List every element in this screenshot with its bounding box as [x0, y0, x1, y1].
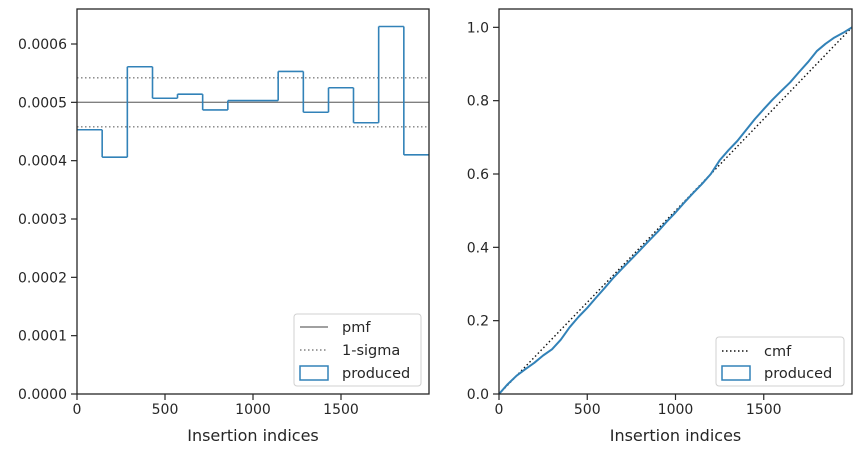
- y-tick-label-1: 0.0001: [18, 329, 67, 345]
- legend: pmf 1-sigma produced: [293, 313, 422, 387]
- y-tick-label-3: 0.0003: [18, 212, 67, 228]
- y-tick-label-3: 0.6: [467, 167, 489, 183]
- plot-area: [77, 25, 429, 158]
- x-tick-label-2: 1000: [235, 402, 271, 418]
- legend-patch-produced: [299, 365, 329, 381]
- legend-patch-produced: [721, 365, 751, 381]
- legend-label-1-sigma: 1-sigma: [342, 343, 400, 359]
- plot-area: [498, 26, 853, 395]
- x-tick-label-3: 1500: [323, 402, 359, 418]
- legend-label-pmf: pmf: [342, 320, 371, 336]
- y-tick-label-4: 0.0004: [18, 154, 67, 170]
- y-tick-label-0: 0.0000: [18, 387, 67, 403]
- legend-label-produced: produced: [342, 366, 410, 382]
- x-tick-label-0: 0: [495, 402, 504, 418]
- legend-entry-pmf: pmf: [300, 320, 371, 336]
- x-tick-label-2: 1000: [658, 402, 694, 418]
- axes-frame: [498, 8, 853, 395]
- histogram-panel: 0 500 1000 1500 0.0000 0.0001 0.0002 0.0003 0.00…: [18, 8, 430, 445]
- x-tick-label-3: 1500: [746, 402, 782, 418]
- x-tick-label-1: 500: [574, 402, 601, 418]
- y-tick-label-6: 0.0006: [18, 37, 67, 53]
- series-line-cmf: [498, 26, 853, 395]
- y-tick-label-5: 0.0005: [18, 95, 67, 111]
- y-tick-label-5: 1.0: [467, 20, 489, 36]
- legend-box: [293, 313, 422, 387]
- y-tick-label-4: 0.8: [467, 94, 489, 110]
- legend: cmf produced: [715, 336, 845, 387]
- legend-box: [715, 336, 845, 387]
- legend-label-produced: produced: [764, 366, 832, 382]
- x-axis-label: Insertion indices: [610, 426, 742, 445]
- x-axis-label: Insertion indices: [187, 426, 319, 445]
- y-tick-label-2: 0.4: [467, 240, 489, 256]
- x-tick-label-1: 500: [152, 402, 179, 418]
- cumulative-panel: 0 500 1000 1500 0.0 0.2 0.4 0.6 0.8 1.0 Insertion …: [467, 8, 853, 445]
- legend-entry-produced: produced: [299, 365, 410, 382]
- y-tick-label-2: 0.0002: [18, 270, 67, 286]
- legend-entry-1-sigma: 1-sigma: [300, 343, 400, 359]
- series-line-produced: [498, 26, 853, 395]
- x-tick-label-0: 0: [73, 402, 82, 418]
- y-tick-label-1: 0.2: [467, 314, 489, 330]
- legend-label-cmf: cmf: [764, 344, 792, 360]
- y-tick-label-0: 0.0: [467, 387, 489, 403]
- legend-entry-produced: produced: [721, 365, 832, 382]
- legend-entry-cmf: cmf: [722, 344, 792, 360]
